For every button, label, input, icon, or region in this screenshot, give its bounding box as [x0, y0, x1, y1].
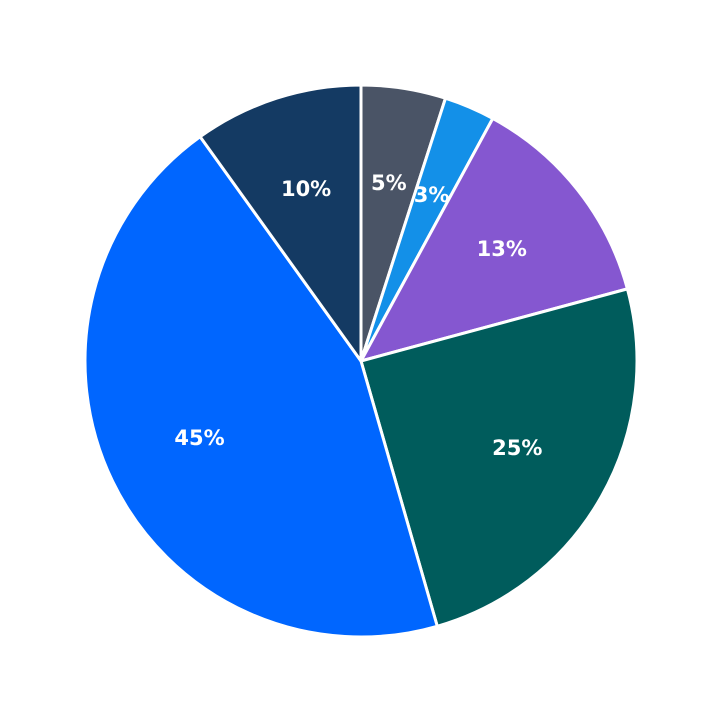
pie-slice: [358, 116, 630, 364]
pie-slice: [83, 134, 440, 639]
slice-label: 10%: [281, 177, 331, 201]
pie-slice: [359, 287, 639, 629]
slice-label: 13%: [477, 237, 527, 261]
pie-slice: [198, 83, 363, 366]
slice-label: 25%: [492, 436, 542, 460]
slice-label: 45%: [174, 426, 224, 450]
slice-label: 3%: [414, 183, 450, 207]
slice-label: 5%: [371, 171, 407, 195]
